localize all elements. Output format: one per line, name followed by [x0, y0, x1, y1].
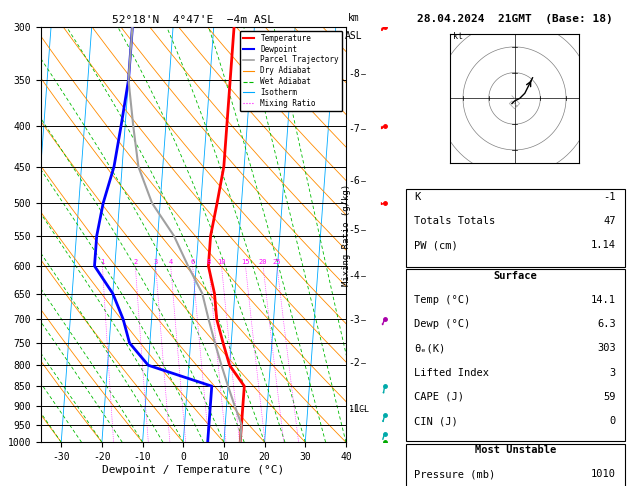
Text: 1LCL: 1LCL [349, 405, 369, 414]
Text: 14.1: 14.1 [591, 295, 616, 305]
Text: Most Unstable: Most Unstable [474, 445, 556, 455]
Text: 3: 3 [610, 367, 616, 378]
Text: km: km [348, 13, 359, 22]
Text: 0: 0 [610, 416, 616, 426]
Text: -4: -4 [348, 271, 360, 280]
Text: 1: 1 [100, 259, 104, 265]
Text: 8: 8 [206, 259, 211, 265]
X-axis label: Dewpoint / Temperature (°C): Dewpoint / Temperature (°C) [103, 465, 284, 475]
Text: Lifted Index: Lifted Index [415, 367, 489, 378]
Text: Mixing Ratio (g/kg): Mixing Ratio (g/kg) [342, 183, 351, 286]
Bar [406, 444, 625, 486]
Text: Pressure (mb): Pressure (mb) [415, 469, 496, 479]
Y-axis label: hPa: hPa [0, 225, 2, 244]
Text: 15: 15 [242, 259, 250, 265]
Text: -3: -3 [348, 314, 360, 325]
Text: 2: 2 [133, 259, 138, 265]
Text: 3: 3 [153, 259, 158, 265]
Text: CAPE (J): CAPE (J) [415, 392, 464, 402]
Text: Dewp (°C): Dewp (°C) [415, 319, 470, 329]
Text: 4: 4 [169, 259, 173, 265]
Text: CIN (J): CIN (J) [415, 416, 458, 426]
Legend: Temperature, Dewpoint, Parcel Trajectory, Dry Adiabat, Wet Adiabat, Isotherm, Mi: Temperature, Dewpoint, Parcel Trajectory… [240, 31, 342, 111]
Text: -8: -8 [348, 69, 360, 79]
Text: PW (cm): PW (cm) [415, 240, 458, 250]
Text: -5: -5 [348, 225, 360, 235]
Text: 6.3: 6.3 [597, 319, 616, 329]
Text: Surface: Surface [493, 271, 537, 280]
Text: 1010: 1010 [591, 469, 616, 479]
Text: kt: kt [453, 32, 463, 41]
Text: Temp (°C): Temp (°C) [415, 295, 470, 305]
Text: 25: 25 [273, 259, 281, 265]
Text: 1.14: 1.14 [591, 240, 616, 250]
Text: Totals Totals: Totals Totals [415, 216, 496, 226]
Bar [406, 269, 625, 441]
Text: K: K [415, 191, 421, 202]
Text: -1: -1 [348, 403, 360, 414]
Text: -2: -2 [348, 358, 360, 368]
Text: 28.04.2024  21GMT  (Base: 18): 28.04.2024 21GMT (Base: 18) [417, 15, 613, 24]
Text: -1: -1 [603, 191, 616, 202]
Text: 47: 47 [603, 216, 616, 226]
Text: 59: 59 [603, 392, 616, 402]
Text: ASL: ASL [345, 31, 362, 41]
Text: -6: -6 [348, 176, 360, 186]
Text: θₑ(K): θₑ(K) [415, 343, 446, 353]
Text: 10: 10 [217, 259, 226, 265]
Text: -7: -7 [348, 123, 360, 134]
Text: 6: 6 [191, 259, 195, 265]
Text: 20: 20 [259, 259, 267, 265]
Bar [406, 190, 625, 267]
Title: 52°18'N  4°47'E  −4m ASL: 52°18'N 4°47'E −4m ASL [113, 15, 274, 25]
Text: 303: 303 [597, 343, 616, 353]
